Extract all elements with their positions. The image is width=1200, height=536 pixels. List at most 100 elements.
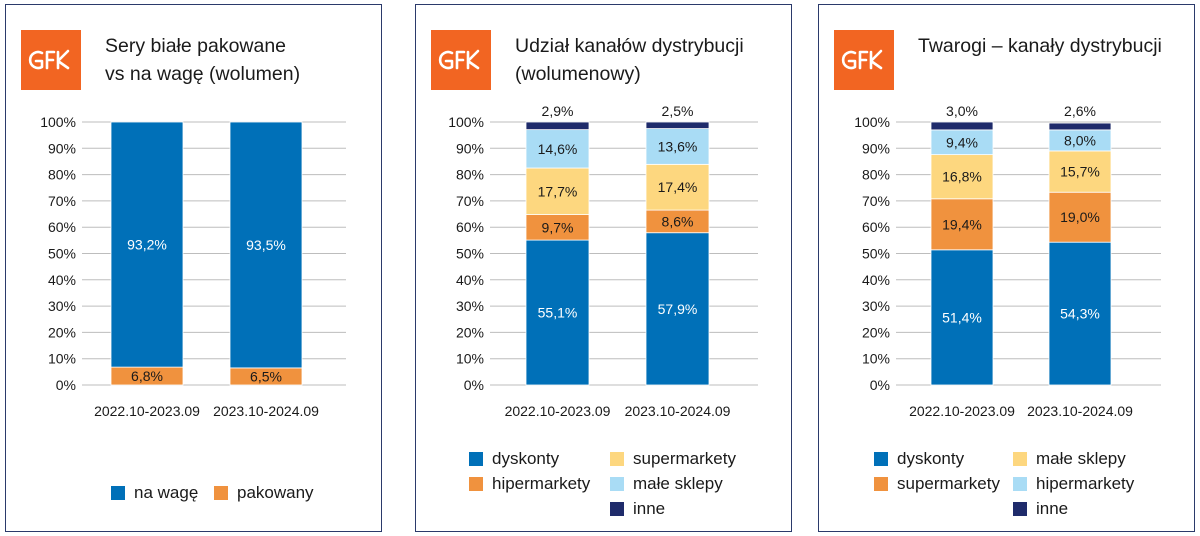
- data-label: 8,0%: [1064, 132, 1096, 148]
- legend-item: pakowany: [214, 483, 314, 503]
- bar-segment: [645, 128, 710, 165]
- bar-segment: [525, 214, 590, 241]
- data-label: 9,7%: [542, 219, 574, 235]
- legend-swatch: [469, 477, 483, 491]
- y-tick-label: 30%: [456, 298, 484, 314]
- y-tick-label: 90%: [456, 140, 484, 156]
- y-tick-label: 70%: [456, 193, 484, 209]
- data-label: 2,6%: [1064, 103, 1096, 119]
- legend-label: inne: [633, 499, 666, 518]
- legend-label: dyskonty: [492, 449, 560, 468]
- bar-segment: [1048, 191, 1112, 243]
- data-label: 3,0%: [946, 103, 978, 119]
- legend-swatch: [610, 502, 624, 516]
- bar-segment: [525, 239, 590, 386]
- data-label: 57,9%: [658, 301, 698, 317]
- chart-title-line: Udział kanałów dystrybucji: [515, 35, 744, 57]
- y-tick-label: 20%: [48, 324, 76, 340]
- legend-label: supermarkety: [633, 449, 736, 468]
- stacked-bar-chart: 0% 10% 20% 30% 40% 50% 60% 70% 80% 90% 100% 55,1% 9,…: [448, 103, 758, 419]
- legend-label: hipermarkety: [1036, 474, 1135, 493]
- stacked-bar-chart: 0% 10% 20% 30% 40% 50% 60% 70% 80% 90% 100% 51,4% 19…: [854, 103, 1161, 419]
- bar-segment: [525, 167, 590, 215]
- y-tick-label: 10%: [862, 351, 890, 367]
- bar-segment: [930, 154, 994, 200]
- y-tick-label: 20%: [862, 324, 890, 340]
- bar-segment: [1048, 241, 1112, 386]
- bar-segment: [525, 129, 590, 169]
- chart-panel-distribution-channels: Udział kanałów dystrybucji (wolumenowy) …: [415, 4, 792, 532]
- legend-label: hipermarkety: [492, 474, 591, 493]
- y-tick-label: 100%: [40, 114, 76, 130]
- legend-swatch: [111, 486, 125, 500]
- chart-panel-white-cheese: Sery białe pakowane vs na wagę (wolumen)…: [5, 4, 382, 532]
- y-tick-label: 70%: [862, 193, 890, 209]
- legend-label: małe sklepy: [633, 474, 723, 493]
- y-tick-label: 90%: [862, 140, 890, 156]
- data-label: 15,7%: [1060, 164, 1100, 180]
- y-tick-label: 80%: [456, 167, 484, 183]
- data-label: 16,8%: [942, 169, 982, 185]
- chart-title-line: (wolumenowy): [515, 63, 641, 85]
- legend-label: małe sklepy: [1036, 449, 1126, 468]
- bar-segment: [930, 121, 994, 131]
- legend-item: dyskonty: [469, 449, 559, 469]
- legend-item: małe sklepy: [1013, 449, 1126, 469]
- data-label: 51,4%: [942, 309, 982, 325]
- y-tick-label: 60%: [456, 219, 484, 235]
- legend-label: supermarkety: [897, 474, 1000, 493]
- y-tick-label: 40%: [862, 272, 890, 288]
- y-tick-label: 10%: [456, 351, 484, 367]
- y-tick-label: 50%: [456, 246, 484, 262]
- legend-item: supermarkety: [610, 449, 736, 469]
- data-label: 6,5%: [250, 368, 282, 384]
- y-tick-label: 20%: [456, 324, 484, 340]
- x-category-label: 2022.10-2023.09: [909, 403, 1015, 419]
- gfk-logo-mark: [438, 49, 480, 70]
- data-label: 2,9%: [542, 103, 574, 119]
- legend-swatch: [874, 477, 888, 491]
- x-category-label: 2023.10-2024.09: [1027, 403, 1133, 419]
- data-label: 17,4%: [658, 179, 698, 195]
- bar-segment: [110, 121, 184, 368]
- data-label: 54,3%: [1060, 306, 1100, 322]
- legend-label: na wagę: [134, 483, 199, 502]
- y-tick-label: 60%: [48, 219, 76, 235]
- legend-item: dyskonty: [874, 449, 964, 469]
- bar-segment: [645, 121, 710, 129]
- legend-swatch: [610, 477, 624, 491]
- legend-item: hipermarkety: [1013, 474, 1134, 494]
- chart-title: Udział kanałów dystrybucji (wolumenowy): [515, 32, 785, 88]
- data-label: 9,4%: [946, 134, 978, 150]
- y-tick-label: 0%: [870, 377, 890, 393]
- legend-swatch: [1013, 477, 1027, 491]
- y-tick-label: 50%: [862, 246, 890, 262]
- legend-swatch: [214, 486, 228, 500]
- y-tick-label: 10%: [48, 351, 76, 367]
- bar-segment: [930, 249, 994, 386]
- y-tick-label: 30%: [862, 298, 890, 314]
- y-tick-label: 30%: [48, 298, 76, 314]
- gfk-logo-mark: [841, 49, 883, 70]
- legend-swatch: [874, 452, 888, 466]
- data-label: 14,6%: [538, 141, 578, 157]
- legend-item: inne: [1013, 499, 1068, 519]
- bar-segment: [1048, 122, 1112, 131]
- data-label: 93,2%: [127, 237, 167, 253]
- y-tick-label: 0%: [464, 377, 484, 393]
- data-label: 2,5%: [662, 103, 694, 119]
- legend-item: na wagę: [111, 483, 198, 503]
- y-tick-label: 100%: [448, 114, 484, 130]
- y-tick-label: 70%: [48, 193, 76, 209]
- gfk-logo: [431, 30, 491, 90]
- legend-label: dyskonty: [897, 449, 965, 468]
- bar-segment: [930, 198, 994, 251]
- chart-panel-cottage-cheese: Twarogi – kanały dystrybucji 0% 10% 20% 30%…: [818, 4, 1195, 532]
- chart-title: Sery białe pakowane vs na wagę (wolumen): [105, 32, 375, 88]
- y-tick-label: 90%: [48, 140, 76, 156]
- chart-title-line: Sery białe pakowane: [105, 35, 287, 57]
- bar-segment: [525, 121, 590, 131]
- y-tick-label: 60%: [862, 219, 890, 235]
- chart-title-line: vs na wagę (wolumen): [105, 63, 301, 85]
- legend-item: małe sklepy: [610, 474, 723, 494]
